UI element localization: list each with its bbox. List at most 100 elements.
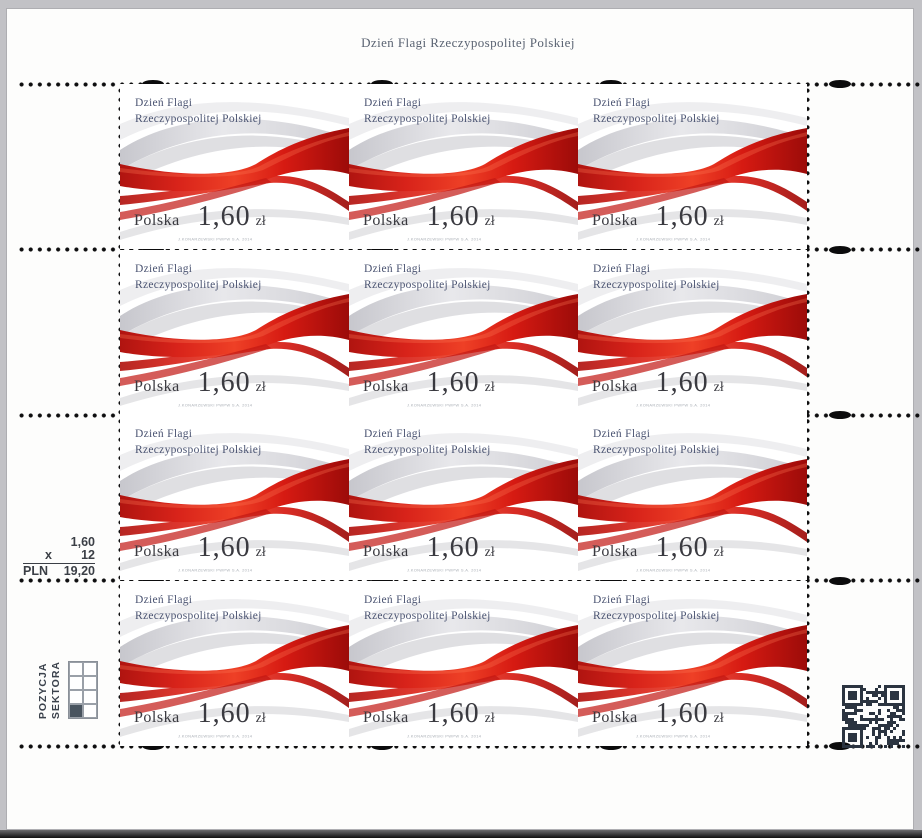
currency-label: zł <box>713 710 724 726</box>
stamp-denomination: Polska 1,60 zł <box>134 698 266 730</box>
printer-imprint: J.KONARZEWSKI PWPW S.A. 2014 <box>407 402 482 408</box>
stamp-title-line1: Dzień Flagi <box>364 428 422 440</box>
sector-position-grid <box>68 661 98 720</box>
printer-imprint: J.KONARZEWSKI PWPW S.A. 2014 <box>636 733 711 739</box>
stamp-title-line2: Rzeczypospolitej Polskiej <box>364 113 491 125</box>
price-multiplier: x 12 <box>45 548 95 562</box>
polish-flag-artwork <box>349 433 578 571</box>
polish-flag-artwork <box>578 598 807 737</box>
country-name: Polska <box>592 708 638 726</box>
currency-label: zł <box>713 214 724 229</box>
sheet-header-title: Dzień Flagi Rzeczypospolitej Polskiej <box>361 35 575 50</box>
stamp: Dzień Flagi Rzeczypospolitej Polskiej Po… <box>120 580 349 746</box>
printer-imprint: J.KONARZEWSKI PWPW S.A. 2014 <box>178 237 253 242</box>
scan-edge-shadow <box>0 830 922 838</box>
stamp-title-line2: Rzeczypospolitej Polskiej <box>593 609 720 622</box>
stamp-title-line1: Dzień Flagi <box>135 97 193 109</box>
stamp-title: Dzień Flagi Rzeczypospolitej Polskiej <box>593 261 720 293</box>
polish-flag-artwork <box>120 102 349 240</box>
stamp: Dzień Flagi Rzeczypospolitej Polskiej Po… <box>578 415 807 580</box>
country-name: Polska <box>363 708 409 726</box>
face-value: 1,60 <box>197 201 251 232</box>
elliptical-perforation <box>829 576 851 585</box>
price-calculation: 1,60 x 12 PLN 19,20 <box>23 536 95 578</box>
qr-code <box>842 685 905 748</box>
elliptical-perforation <box>829 80 851 88</box>
perforation-row <box>15 743 921 749</box>
polish-flag-artwork <box>349 267 578 406</box>
sector-cell <box>69 690 83 705</box>
polish-flag-artwork <box>120 267 349 406</box>
stamp-title: Dzień Flagi Rzeczypospolitej Polskiej <box>135 95 262 127</box>
printer-imprint: J.KONARZEWSKI PWPW S.A. 2014 <box>636 237 711 242</box>
stamp-title-line1: Dzień Flagi <box>364 97 422 109</box>
polish-flag-artwork <box>349 102 578 240</box>
currency-label: zł <box>713 379 724 395</box>
sector-position-label: POZYCJA SEKTORA <box>37 661 62 720</box>
currency-label: zł <box>255 379 266 395</box>
stamp-title-line2: Rzeczypospolitej Polskiej <box>593 444 720 456</box>
currency-label: zł <box>484 214 495 229</box>
stamp-title-line1: Dzień Flagi <box>593 593 651 606</box>
elliptical-perforation <box>142 742 164 750</box>
currency-label: zł <box>484 379 495 395</box>
sector-position-block: POZYCJA SEKTORA <box>37 661 98 719</box>
stamp-title: Dzień Flagi Rzeczypospolitej Polskiej <box>593 592 720 624</box>
polish-flag-artwork <box>578 433 807 571</box>
face-value: 1,60 <box>426 201 480 232</box>
stamp-title-line1: Dzień Flagi <box>135 262 193 275</box>
country-name: Polska <box>363 377 409 395</box>
printer-imprint: J.KONARZEWSKI PWPW S.A. 2014 <box>407 568 482 573</box>
stamp-title: Dzień Flagi Rzeczypospolitej Polskiej <box>135 426 262 458</box>
elliptical-perforation <box>829 245 851 254</box>
elliptical-perforation <box>371 742 393 750</box>
printer-imprint: J.KONARZEWSKI PWPW S.A. 2014 <box>407 237 482 242</box>
face-value: 1,60 <box>655 697 709 729</box>
stamp: Dzień Flagi Rzeczypospolitej Polskiej Po… <box>349 249 578 415</box>
face-value: 1,60 <box>197 532 251 563</box>
face-value: 1,60 <box>655 532 709 563</box>
stamp: Dzień Flagi Rzeczypospolitej Polskiej Po… <box>120 249 349 415</box>
stamp-title: Dzień Flagi Rzeczypospolitej Polskiej <box>364 592 491 624</box>
stamp-title-line2: Rzeczypospolitej Polskiej <box>364 278 491 291</box>
stamp-title-line2: Rzeczypospolitej Polskiej <box>135 113 262 125</box>
stamp-denomination: Polska 1,60 zł <box>134 532 266 564</box>
printer-imprint: J.KONARZEWSKI PWPW S.A. 2014 <box>407 733 482 739</box>
sector-cell-filled <box>69 704 83 719</box>
stamp: Dzień Flagi Rzeczypospolitej Polskiej Po… <box>578 84 807 249</box>
stamp-title: Dzień Flagi Rzeczypospolitej Polskiej <box>135 592 262 624</box>
stamp-title: Dzień Flagi Rzeczypospolitej Polskiej <box>593 95 720 127</box>
polish-flag-artwork <box>120 598 349 737</box>
currency-label: zł <box>484 545 495 560</box>
polish-flag-artwork <box>120 433 349 571</box>
sector-cell <box>69 676 83 691</box>
stamp: Dzień Flagi Rzeczypospolitej Polskiej Po… <box>349 580 578 746</box>
sector-cell <box>69 662 83 677</box>
currency-label: zł <box>713 545 724 560</box>
face-value: 1,60 <box>197 366 251 398</box>
stamp: Dzień Flagi Rzeczypospolitej Polskiej Po… <box>349 84 578 249</box>
stamp-title-line2: Rzeczypospolitej Polskiej <box>135 278 262 291</box>
printer-imprint: J.KONARZEWSKI PWPW S.A. 2014 <box>178 568 253 573</box>
currency-label: zł <box>484 710 495 726</box>
stamp-title-line2: Rzeczypospolitej Polskiej <box>593 278 720 291</box>
stamp-denomination: Polska 1,60 zł <box>592 367 724 399</box>
polish-flag-artwork <box>349 598 578 737</box>
stamp-title-line2: Rzeczypospolitej Polskiej <box>135 444 262 456</box>
sheet-paper: Dzień Flagi Rzeczypospolitej Polskiej <box>6 8 921 830</box>
stamp-denomination: Polska 1,60 zł <box>363 532 495 564</box>
stamp-title-line1: Dzień Flagi <box>364 262 422 275</box>
currency-label: zł <box>255 710 266 726</box>
stamp: Dzień Flagi Rzeczypospolitej Polskiej Po… <box>578 580 807 746</box>
stamp-title-line1: Dzień Flagi <box>135 428 193 440</box>
stamp-title-line1: Dzień Flagi <box>364 593 422 606</box>
country-name: Polska <box>134 377 180 395</box>
stamp-title: Dzień Flagi Rzeczypospolitej Polskiej <box>364 261 491 293</box>
printer-imprint: J.KONARZEWSKI PWPW S.A. 2014 <box>636 568 711 573</box>
stamp-denomination: Polska 1,60 zł <box>592 698 724 730</box>
stamp-denomination: Polska 1,60 zł <box>134 367 266 399</box>
sector-cell <box>83 662 97 677</box>
face-value: 1,60 <box>655 366 709 398</box>
stamp-title-line1: Dzień Flagi <box>593 428 651 440</box>
